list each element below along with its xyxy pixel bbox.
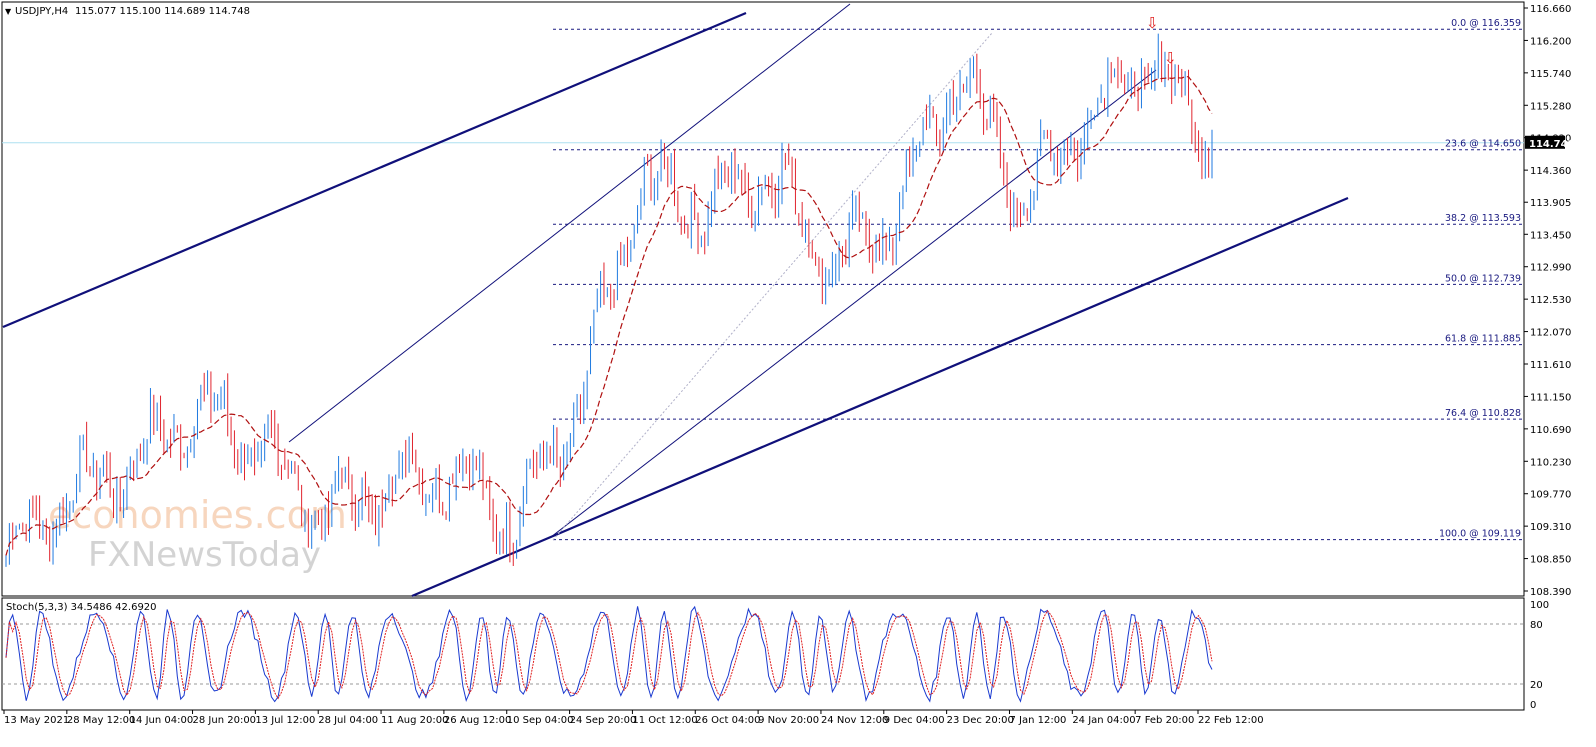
fib-level-label: 100.0 @ 109.119 bbox=[1439, 529, 1521, 540]
price-tick-label: 113.450 bbox=[1530, 230, 1571, 241]
time-tick-label: 11 Aug 20:00 bbox=[381, 715, 448, 726]
fib-level-label: 76.4 @ 110.828 bbox=[1445, 408, 1521, 419]
time-tick-label: 28 May 12:00 bbox=[67, 715, 136, 726]
moving-average-line bbox=[5, 75, 1213, 556]
price-tick-label: 112.070 bbox=[1530, 328, 1571, 339]
fib-level-label: 50.0 @ 112.739 bbox=[1445, 273, 1521, 284]
time-tick-label: 28 Jun 20:00 bbox=[193, 715, 257, 726]
lower-channel-thick[interactable] bbox=[411, 196, 1349, 598]
time-tick-label: 24 Nov 12:00 bbox=[821, 715, 888, 726]
stoch-tick-label: 20 bbox=[1530, 680, 1543, 691]
fib-level-label: 38.2 @ 113.593 bbox=[1445, 213, 1521, 224]
price-tick-label: 110.230 bbox=[1530, 457, 1571, 468]
price-tick-label: 109.310 bbox=[1530, 522, 1571, 533]
price-tick-label: 108.390 bbox=[1530, 587, 1571, 598]
price-tick-label: 116.660 bbox=[1530, 4, 1571, 15]
time-tick-label: 28 Jul 04:00 bbox=[318, 715, 378, 726]
time-tick-label: 23 Dec 20:00 bbox=[947, 715, 1014, 726]
time-tick-label: 22 Feb 12:00 bbox=[1198, 715, 1264, 726]
time-tick-label: 24 Sep 20:00 bbox=[570, 715, 637, 726]
time-tick-label: 9 Dec 04:00 bbox=[884, 715, 945, 726]
stoch-tick-label: 80 bbox=[1530, 620, 1543, 631]
fib-level-label: 61.8 @ 111.885 bbox=[1445, 334, 1521, 345]
price-tick-label: 115.740 bbox=[1530, 69, 1571, 80]
stoch-tick-label: 100 bbox=[1530, 600, 1549, 611]
price-tick-label: 111.610 bbox=[1530, 360, 1571, 371]
price-tick-label: 108.850 bbox=[1530, 555, 1571, 566]
stoch-label: Stoch(5,3,3) 34.5486 42.6920 bbox=[6, 602, 157, 613]
price-axis: 116.660116.200115.740115.280114.820114.3… bbox=[1524, 4, 1571, 598]
current-price-badge: 114.748 bbox=[1525, 135, 1575, 150]
chart-symbol-label: USDJPY,H4 bbox=[15, 6, 68, 17]
stoch-panel-frame bbox=[1, 597, 1525, 711]
stoch-tick-label: 0 bbox=[1530, 700, 1536, 711]
time-tick-label: 10 Sep 04:00 bbox=[507, 715, 574, 726]
price-tick-label: 113.905 bbox=[1530, 198, 1571, 209]
candles bbox=[5, 33, 1213, 567]
lower-channel-thin[interactable] bbox=[550, 69, 1157, 538]
time-tick-label: 14 Jun 04:00 bbox=[130, 715, 194, 726]
fibonacci-levels[interactable]: 0.0 @ 116.359 23.6 @ 114.650 38.2 @ 113.59… bbox=[553, 18, 1524, 541]
menu-arrow[interactable]: ▼ bbox=[5, 7, 12, 16]
watermark-economies: economies.com bbox=[48, 493, 347, 537]
time-tick-label: 24 Jan 04:00 bbox=[1072, 715, 1135, 726]
time-tick-label: 13 Jul 12:00 bbox=[255, 715, 315, 726]
time-tick-label: 9 Nov 20:00 bbox=[758, 715, 819, 726]
fib-level-label: 0.0 @ 116.359 bbox=[1451, 18, 1521, 29]
time-tick-label: 26 Aug 12:00 bbox=[444, 715, 511, 726]
top-marker-arrow-2: ⇩ bbox=[1164, 49, 1177, 67]
stoch-levels bbox=[2, 623, 1524, 685]
top-marker-arrow-1: ⇩ bbox=[1146, 14, 1159, 32]
time-tick-label: 7 Jan 12:00 bbox=[1009, 715, 1066, 726]
price-tick-label: 110.690 bbox=[1530, 425, 1571, 436]
upper-channel-thick[interactable] bbox=[2, 11, 747, 329]
stoch-axis: 100 80 20 0 bbox=[1530, 600, 1549, 711]
watermark-fxnewstoday: FXNewsToday bbox=[88, 535, 321, 575]
time-tick-label: 26 Oct 04:00 bbox=[695, 715, 760, 726]
price-tick-label: 116.200 bbox=[1530, 36, 1571, 47]
price-tick-label: 114.360 bbox=[1530, 166, 1571, 177]
current-price-value: 114.748 bbox=[1529, 139, 1575, 150]
stoch-signal-line bbox=[5, 609, 1213, 700]
price-tick-label: 115.280 bbox=[1530, 101, 1571, 112]
upper-channel-thin[interactable] bbox=[288, 3, 851, 443]
chart-ohlc-label: 115.077 115.100 114.689 114.748 bbox=[75, 6, 250, 17]
price-tick-label: 111.150 bbox=[1530, 392, 1571, 403]
time-tick-label: 11 Oct 12:00 bbox=[632, 715, 697, 726]
price-tick-label: 112.530 bbox=[1530, 295, 1571, 306]
time-tick-label: 13 May 2021 bbox=[4, 715, 69, 726]
trend-lines[interactable] bbox=[2, 3, 1349, 598]
price-tick-label: 112.990 bbox=[1530, 263, 1571, 274]
fib-level-label: 23.6 @ 114.650 bbox=[1445, 139, 1521, 150]
time-tick-label: 7 Feb 20:00 bbox=[1135, 715, 1194, 726]
price-tick-label: 109.770 bbox=[1530, 490, 1571, 501]
stoch-main-line bbox=[5, 605, 1213, 703]
